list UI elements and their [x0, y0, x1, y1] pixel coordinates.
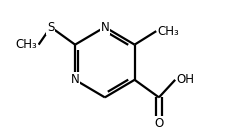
Text: OH: OH [176, 73, 194, 86]
Text: O: O [154, 117, 163, 130]
Text: S: S [47, 21, 54, 34]
Text: CH₃: CH₃ [157, 25, 179, 38]
Text: N: N [100, 21, 109, 34]
Text: N: N [71, 73, 79, 86]
Text: CH₃: CH₃ [15, 38, 37, 51]
